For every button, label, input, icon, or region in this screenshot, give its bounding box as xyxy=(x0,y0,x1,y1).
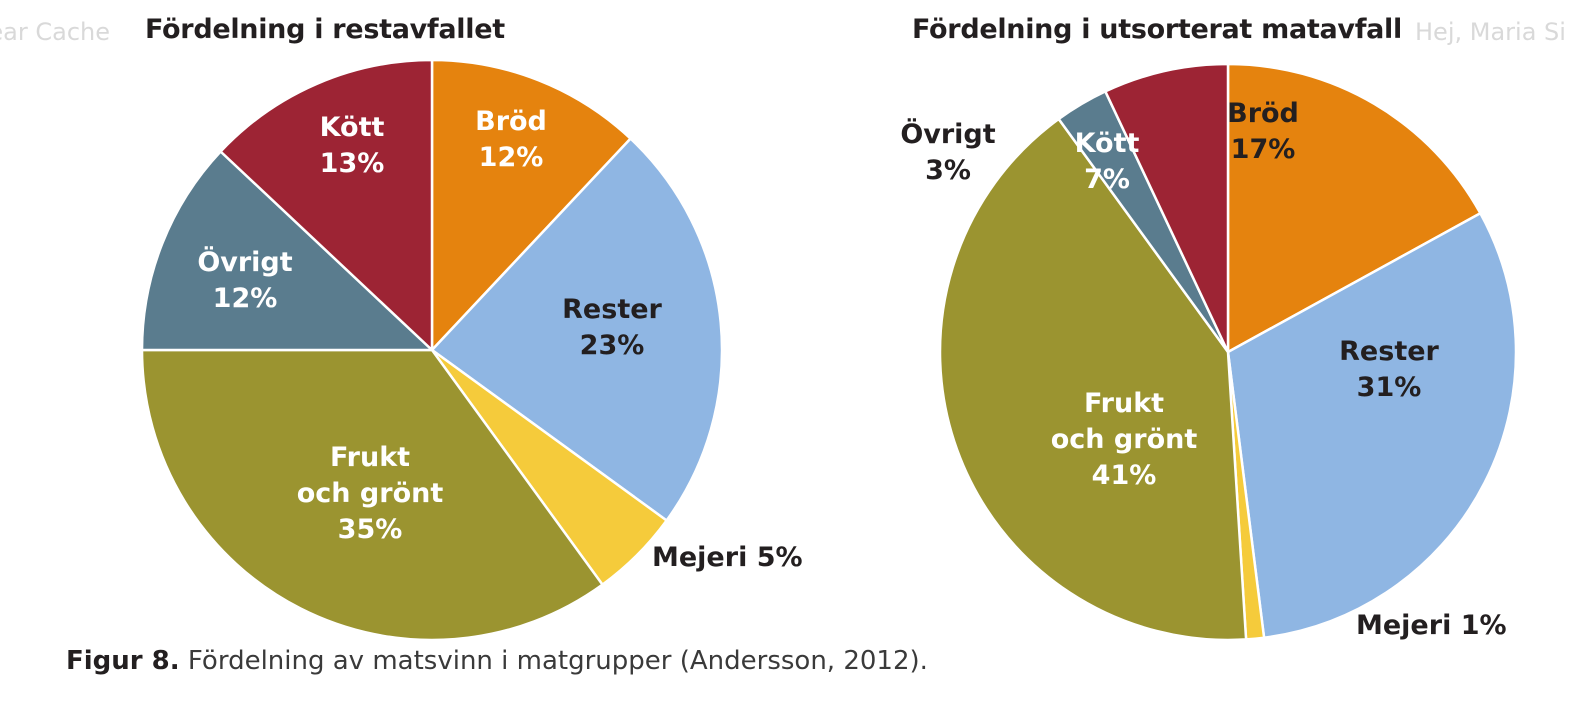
slice-label-rester: Rester 31% xyxy=(1339,336,1439,403)
slice-label-line: Bröd xyxy=(1227,98,1299,129)
slice-label-line: Rester xyxy=(562,294,662,325)
slice-label-line: Frukt xyxy=(1084,388,1164,419)
slice-label-mejeri: Mejeri 1% xyxy=(1356,610,1507,641)
figure-caption-text: Fördelning av matsvinn i matgrupper (And… xyxy=(179,646,928,676)
slice-label-frukt-och-gront: Frukt och grönt 41% xyxy=(1051,388,1198,491)
slice-label-frukt-och-gront: Frukt och grönt 35% xyxy=(297,442,444,545)
slice-label-line: Bröd xyxy=(475,106,547,137)
slice-label-line: 7% xyxy=(1084,164,1130,195)
slice-label-line: Rester xyxy=(1339,336,1439,367)
slice-label-line: Frukt xyxy=(330,442,410,473)
pie-slices xyxy=(140,58,724,642)
slice-label-line: Kött xyxy=(1075,128,1140,159)
slice-label-brod: Bröd 12% xyxy=(475,106,547,173)
slice-label-line: 41% xyxy=(1092,460,1157,491)
slice-label-line: 12% xyxy=(213,283,278,314)
pie-slice-rester xyxy=(1226,212,1518,639)
clear-cache-link[interactable]: Clear Cache xyxy=(0,18,110,46)
slice-label-line: 13% xyxy=(320,148,385,179)
pie-slice-brod xyxy=(430,58,632,352)
slice-label-line: 17% xyxy=(1231,134,1296,165)
pie-slice-kott xyxy=(1104,62,1230,354)
figure-label: Figur 8. xyxy=(66,646,180,676)
pie-slice-frukt-och-gront xyxy=(140,348,604,642)
user-greeting: Hej, Maria Si xyxy=(1415,18,1566,46)
slice-label-rester: Rester 23% xyxy=(562,294,662,361)
slice-label-kott: Kött 13% xyxy=(320,112,385,179)
slice-label-ovrigt: Övrigt 12% xyxy=(197,245,292,314)
chart-title-matavfall: Fördelning i utsorterat matavfall xyxy=(912,14,1402,45)
pie-slice-ovrigt xyxy=(140,150,434,352)
slice-label-ovrigt: Övrigt 3% xyxy=(900,117,995,186)
pie-slice-rester xyxy=(430,137,724,522)
slice-label-line: och grönt xyxy=(1051,424,1198,455)
slice-label-brod: Bröd 17% xyxy=(1227,98,1299,165)
pie-slices xyxy=(938,62,1518,642)
figure-caption: Figur 8. Fördelning av matsvinn i matgru… xyxy=(66,646,928,676)
slice-label-mejeri: Mejeri 5% xyxy=(652,542,803,573)
slice-label-line: 12% xyxy=(479,142,544,173)
slice-label-line: Övrigt xyxy=(900,117,995,150)
slice-label-line: och grönt xyxy=(297,478,444,509)
slice-label-kott: Kött 7% xyxy=(1075,128,1140,195)
slice-label-line: Mejeri 1% xyxy=(1356,610,1507,641)
slice-label-line: Mejeri 5% xyxy=(652,542,803,573)
slice-label-line: 35% xyxy=(338,514,403,545)
slice-label-line: Övrigt xyxy=(197,245,292,278)
pie-slice-frukt-och-gront xyxy=(938,117,1248,642)
slice-label-line: 3% xyxy=(925,155,971,186)
slice-label-line: 23% xyxy=(580,330,645,361)
pie-slice-kott xyxy=(219,58,434,352)
slice-label-line: Kött xyxy=(320,112,385,143)
slice-label-line: 31% xyxy=(1357,372,1422,403)
chart-title-restavfall: Fördelning i restavfallet xyxy=(145,14,505,45)
pie-slice-brod xyxy=(1226,62,1482,354)
